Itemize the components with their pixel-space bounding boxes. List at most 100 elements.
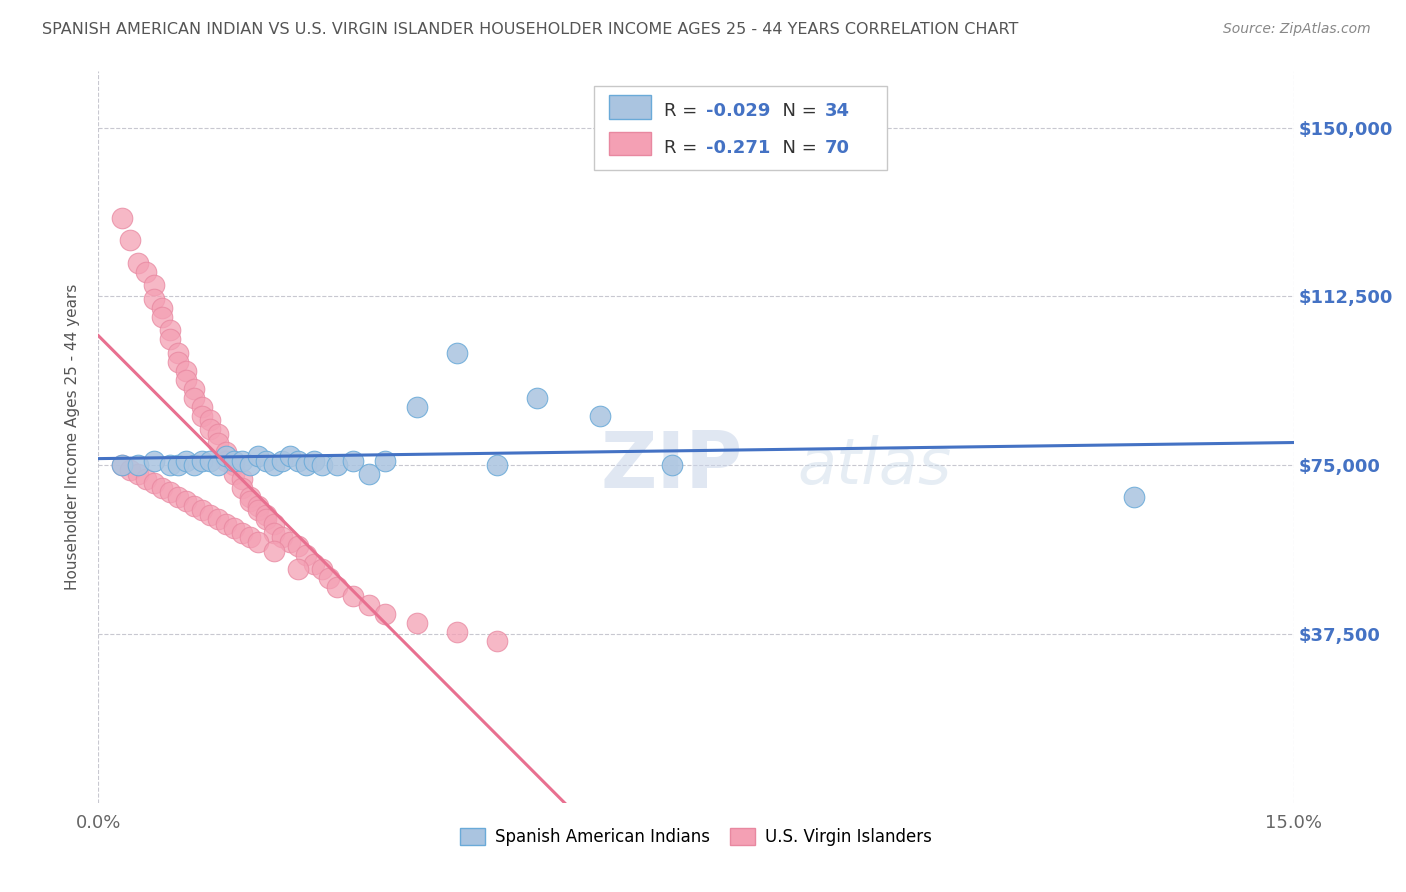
- Point: [127, 467, 149, 482]
- Point: [222, 521, 245, 535]
- Point: [207, 435, 229, 450]
- Point: [174, 373, 197, 387]
- Point: [222, 453, 245, 467]
- Point: [167, 490, 190, 504]
- Text: 70: 70: [825, 138, 851, 157]
- Point: [215, 453, 238, 467]
- Point: [167, 345, 190, 359]
- Legend: Spanish American Indians, U.S. Virgin Islanders: Spanish American Indians, U.S. Virgin Is…: [453, 822, 939, 853]
- Point: [215, 449, 238, 463]
- Point: [287, 562, 309, 576]
- Point: [359, 467, 381, 482]
- Point: [278, 534, 301, 549]
- Text: ZIP: ZIP: [600, 428, 742, 504]
- Point: [183, 458, 205, 473]
- Point: [174, 453, 197, 467]
- Point: [254, 512, 277, 526]
- Point: [231, 472, 253, 486]
- Text: R =: R =: [664, 138, 703, 157]
- Text: -0.029: -0.029: [706, 102, 770, 120]
- Point: [374, 607, 396, 621]
- Point: [326, 458, 349, 473]
- Text: SPANISH AMERICAN INDIAN VS U.S. VIRGIN ISLANDER HOUSEHOLDER INCOME AGES 25 - 44 : SPANISH AMERICAN INDIAN VS U.S. VIRGIN I…: [42, 22, 1018, 37]
- Y-axis label: Householder Income Ages 25 - 44 years: Householder Income Ages 25 - 44 years: [65, 284, 80, 591]
- Point: [239, 458, 262, 473]
- Point: [135, 265, 157, 279]
- Point: [222, 458, 245, 473]
- Point: [159, 332, 181, 346]
- Point: [246, 534, 269, 549]
- Point: [143, 453, 166, 467]
- Point: [120, 463, 142, 477]
- Point: [254, 508, 277, 522]
- Point: [311, 562, 333, 576]
- Point: [159, 485, 181, 500]
- Point: [485, 458, 508, 473]
- Point: [191, 453, 214, 467]
- Point: [1123, 490, 1146, 504]
- Point: [326, 580, 349, 594]
- Point: [143, 292, 166, 306]
- Point: [263, 516, 285, 531]
- Point: [246, 503, 269, 517]
- Point: [135, 472, 157, 486]
- Text: R =: R =: [664, 102, 703, 120]
- Point: [167, 458, 190, 473]
- Point: [143, 476, 166, 491]
- Point: [191, 409, 214, 423]
- Point: [246, 499, 269, 513]
- Point: [270, 530, 292, 544]
- Point: [446, 345, 468, 359]
- FancyBboxPatch shape: [609, 132, 651, 155]
- Point: [207, 458, 229, 473]
- Point: [263, 525, 285, 540]
- Point: [207, 512, 229, 526]
- Point: [406, 615, 429, 630]
- Point: [143, 278, 166, 293]
- Point: [661, 458, 683, 473]
- Point: [270, 453, 292, 467]
- Point: [287, 539, 309, 553]
- Point: [287, 453, 309, 467]
- Point: [302, 558, 325, 572]
- Point: [231, 481, 253, 495]
- Point: [485, 633, 508, 648]
- Point: [589, 409, 612, 423]
- Point: [183, 499, 205, 513]
- Point: [294, 548, 316, 562]
- Point: [231, 525, 253, 540]
- Point: [167, 354, 190, 368]
- Point: [198, 422, 221, 436]
- Point: [526, 391, 548, 405]
- Point: [198, 413, 221, 427]
- FancyBboxPatch shape: [609, 95, 651, 119]
- Text: atlas: atlas: [797, 435, 952, 498]
- Point: [374, 453, 396, 467]
- Point: [207, 426, 229, 441]
- Point: [222, 467, 245, 482]
- Point: [150, 310, 173, 324]
- Point: [183, 391, 205, 405]
- Point: [111, 211, 134, 225]
- Point: [159, 323, 181, 337]
- Point: [239, 530, 262, 544]
- Point: [198, 453, 221, 467]
- Point: [311, 458, 333, 473]
- Text: Source: ZipAtlas.com: Source: ZipAtlas.com: [1223, 22, 1371, 37]
- Point: [198, 508, 221, 522]
- Point: [120, 233, 142, 247]
- Point: [191, 400, 214, 414]
- Point: [127, 255, 149, 269]
- FancyBboxPatch shape: [595, 86, 887, 170]
- Point: [278, 449, 301, 463]
- Point: [318, 571, 340, 585]
- Point: [174, 364, 197, 378]
- Point: [239, 494, 262, 508]
- Point: [406, 400, 429, 414]
- Point: [183, 382, 205, 396]
- Point: [254, 453, 277, 467]
- Point: [191, 503, 214, 517]
- Text: N =: N =: [772, 138, 823, 157]
- Point: [231, 453, 253, 467]
- Text: N =: N =: [772, 102, 823, 120]
